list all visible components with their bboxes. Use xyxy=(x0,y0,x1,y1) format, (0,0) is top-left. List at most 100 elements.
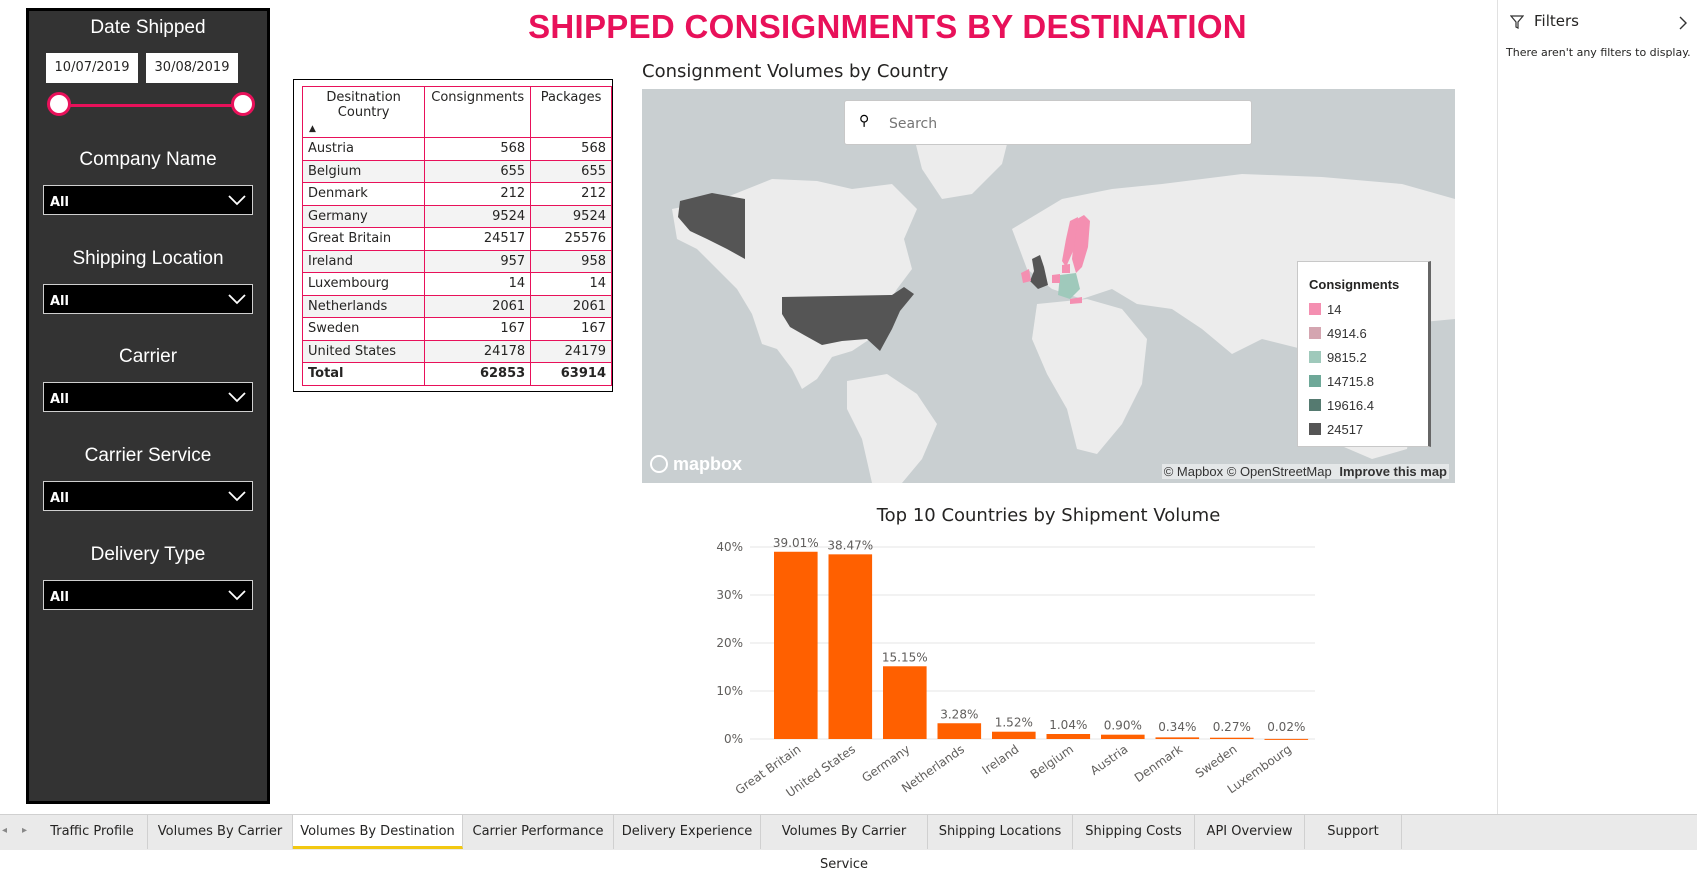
table-row[interactable]: Belgium 655 655 xyxy=(301,160,612,183)
bar-austria[interactable] xyxy=(1101,734,1145,739)
carrier-service-title: Carrier Service xyxy=(84,445,212,466)
tab-scroll-left-icon[interactable]: ◂ xyxy=(2,825,8,836)
legend-label: 19616.4 xyxy=(1327,398,1374,413)
carrier-value: All xyxy=(50,392,69,407)
carrier-service-value: All xyxy=(50,491,69,506)
tab-delivery-experience[interactable]: Delivery Experience xyxy=(614,815,761,849)
carrier-dropdown[interactable]: All xyxy=(43,382,253,412)
delivery-type-dropdown[interactable]: All xyxy=(43,580,253,610)
bar-germany[interactable] xyxy=(883,666,927,739)
column-header-country[interactable]: Desitnation Country ▲ xyxy=(301,86,426,138)
filter-icon xyxy=(1510,15,1524,29)
tab-traffic-profile[interactable]: Traffic Profile xyxy=(37,815,148,849)
x-category-label: Austria xyxy=(1088,742,1131,778)
x-category-label: Denmark xyxy=(1132,742,1185,785)
bar-ireland[interactable] xyxy=(992,731,1036,739)
bar-netherlands[interactable] xyxy=(937,723,982,739)
data-label: 1.04% xyxy=(1049,718,1087,732)
map-visual[interactable]: ⚲ Consignments 14 4914.6 9815.2 14715.8 1961… xyxy=(642,89,1455,483)
legend-label: 24517 xyxy=(1327,422,1364,437)
improve-map-link[interactable]: Improve this map xyxy=(1339,464,1447,479)
search-icon: ⚲ xyxy=(859,113,870,129)
mapbox-logo[interactable]: mapbox xyxy=(650,454,742,475)
consignments-cell: 24178 xyxy=(424,340,532,363)
total-cell: 63914 xyxy=(530,362,612,386)
attribution-text[interactable]: © Mapbox © OpenStreetMap xyxy=(1163,464,1332,479)
y-tick-label: 30% xyxy=(716,588,743,602)
bar-sweden[interactable] xyxy=(1210,737,1254,739)
table-row[interactable]: Germany 9524 9524 xyxy=(301,205,612,228)
table-row[interactable]: Ireland 957 958 xyxy=(301,250,612,273)
tab-volumes-by-carrier-service[interactable]: Volumes By Carrier Service xyxy=(761,815,928,872)
tab-support[interactable]: Support xyxy=(1305,815,1402,849)
country-cell: Denmark xyxy=(301,182,426,206)
table-row[interactable]: Great Britain 24517 25576 xyxy=(301,227,612,251)
page-tab-bar: ◂ ▸ Traffic Profile Volumes By Carrier Vol… xyxy=(0,814,1697,872)
bar-great-britain[interactable] xyxy=(774,551,818,739)
slider-start-handle[interactable] xyxy=(47,92,71,116)
x-category-label: Germany xyxy=(859,742,912,785)
filters-title: Filters xyxy=(1534,12,1579,30)
packages-cell: 167 xyxy=(530,317,612,341)
map-search-input[interactable] xyxy=(887,111,1231,137)
start-date-input[interactable]: 10/07/2019 xyxy=(46,53,138,83)
tab-shipping-locations[interactable]: Shipping Locations xyxy=(928,815,1073,849)
x-category-label: Belgium xyxy=(1028,742,1076,782)
consignments-cell: 212 xyxy=(424,182,532,206)
tab-volumes-by-carrier[interactable]: Volumes By Carrier xyxy=(148,815,293,849)
africa-landmass xyxy=(1032,299,1147,454)
date-range-slider[interactable] xyxy=(59,104,243,107)
consignments-cell: 655 xyxy=(424,160,532,183)
x-category-label: Sweden xyxy=(1193,742,1240,781)
mapbox-logo-text: mapbox xyxy=(673,454,743,474)
consignments-cell: 568 xyxy=(424,137,532,161)
page-title: SHIPPED CONSIGNMENTS BY DESTINATION xyxy=(528,8,1247,45)
tab-carrier-performance[interactable]: Carrier Performance xyxy=(463,815,614,849)
tab-api-overview[interactable]: API Overview xyxy=(1195,815,1305,849)
company-name-dropdown[interactable]: All xyxy=(43,185,253,215)
legend-label: 14 xyxy=(1327,302,1342,317)
slider-end-handle[interactable] xyxy=(231,92,255,116)
table-row[interactable]: Sweden 167 167 xyxy=(301,317,612,341)
sort-ascending-icon[interactable]: ▲ xyxy=(309,124,316,134)
bar-belgium[interactable] xyxy=(1046,734,1091,739)
y-tick-label: 20% xyxy=(716,636,743,650)
legend-label: 14715.8 xyxy=(1327,374,1374,389)
bar-luxembourg[interactable] xyxy=(1264,738,1309,740)
delivery-type-title: Delivery Type xyxy=(90,544,206,565)
shipping-location-title: Shipping Location xyxy=(72,248,224,269)
chevron-down-icon xyxy=(228,392,246,403)
data-label: 0.90% xyxy=(1104,719,1142,733)
packages-cell: 24179 xyxy=(530,340,612,363)
data-label: 15.15% xyxy=(882,650,928,664)
map-search-box[interactable]: ⚲ xyxy=(844,100,1252,145)
end-date-input[interactable]: 30/08/2019 xyxy=(146,53,238,83)
bar-denmark[interactable] xyxy=(1155,737,1200,739)
table-row[interactable]: Luxembourg 14 14 xyxy=(301,272,612,296)
alaska-region xyxy=(678,193,745,259)
total-cell: Total xyxy=(301,362,426,386)
packages-cell: 14 xyxy=(530,272,612,296)
data-label: 1.52% xyxy=(995,716,1033,730)
carrier-service-dropdown[interactable]: All xyxy=(43,481,253,511)
country-cell: Great Britain xyxy=(301,227,426,251)
consignments-cell: 9524 xyxy=(424,205,532,228)
tab-volumes-by-destination[interactable]: Volumes By Destination xyxy=(293,815,463,849)
table-row[interactable]: Denmark 212 212 xyxy=(301,182,612,206)
country-cell: Luxembourg xyxy=(301,272,426,296)
data-label: 0.34% xyxy=(1158,720,1196,734)
tab-shipping-costs[interactable]: Shipping Costs xyxy=(1073,815,1195,849)
tab-scroll-right-icon[interactable]: ▸ xyxy=(22,825,28,836)
collapse-pane-icon[interactable] xyxy=(1678,16,1688,30)
column-header-consignments[interactable]: Consignments xyxy=(424,86,532,138)
column-header-packages[interactable]: Packages xyxy=(530,86,612,138)
table-row[interactable]: United States 24178 24179 xyxy=(301,340,612,363)
table-row[interactable]: Austria 568 568 xyxy=(301,137,612,161)
country-cell: Ireland xyxy=(301,250,426,273)
shipping-location-dropdown[interactable]: All xyxy=(43,284,253,314)
bar-united-states[interactable] xyxy=(828,554,873,739)
legend-title: Consignments xyxy=(1309,277,1400,292)
legend-label: 9815.2 xyxy=(1327,350,1367,365)
table-row[interactable]: Netherlands 2061 2061 xyxy=(301,295,612,318)
slicer-panel: Date Shipped 10/07/2019 30/08/2019 Compa… xyxy=(26,8,270,804)
